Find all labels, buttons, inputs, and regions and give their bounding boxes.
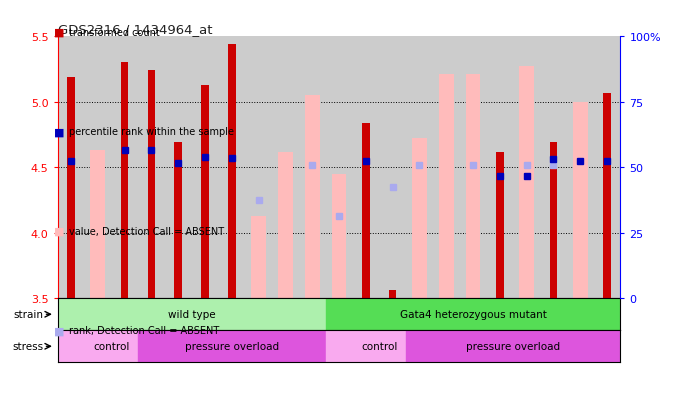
Text: GDS2316 / 1434964_at: GDS2316 / 1434964_at xyxy=(58,23,212,36)
Bar xyxy=(540,37,567,299)
Bar xyxy=(325,299,620,330)
Bar xyxy=(325,330,433,363)
Text: wild type: wild type xyxy=(167,309,216,320)
Bar xyxy=(433,37,460,299)
Bar xyxy=(305,96,319,299)
Bar xyxy=(325,37,353,299)
Bar xyxy=(272,37,299,299)
Bar xyxy=(593,37,620,299)
Bar xyxy=(201,85,209,299)
Text: value, Detection Call = ABSENT: value, Detection Call = ABSENT xyxy=(69,226,224,236)
Bar xyxy=(567,37,593,299)
Bar xyxy=(550,143,557,299)
Text: percentile rank within the sample: percentile rank within the sample xyxy=(69,127,234,137)
Bar xyxy=(58,37,85,299)
Bar xyxy=(379,37,406,299)
Bar xyxy=(513,37,540,299)
Bar xyxy=(299,37,325,299)
Text: ■: ■ xyxy=(54,28,64,38)
Text: pressure overload: pressure overload xyxy=(466,342,560,351)
Bar xyxy=(353,37,379,299)
Text: pressure overload: pressure overload xyxy=(184,342,279,351)
Text: ■: ■ xyxy=(54,226,64,236)
Text: rank, Detection Call = ABSENT: rank, Detection Call = ABSENT xyxy=(69,325,220,335)
Bar xyxy=(412,139,426,299)
Bar xyxy=(165,37,192,299)
Bar xyxy=(138,37,165,299)
Bar xyxy=(111,37,138,299)
Text: ■: ■ xyxy=(54,325,64,335)
Bar xyxy=(362,123,370,299)
Bar xyxy=(439,75,454,299)
Bar xyxy=(148,71,155,299)
Bar xyxy=(245,37,272,299)
Bar xyxy=(603,93,611,299)
Text: Gata4 heterozygous mutant: Gata4 heterozygous mutant xyxy=(399,309,546,320)
Bar xyxy=(67,78,75,299)
Bar xyxy=(389,291,397,299)
Bar xyxy=(486,37,513,299)
Bar xyxy=(58,299,325,330)
Text: stress: stress xyxy=(12,342,43,351)
Bar xyxy=(496,152,504,299)
Bar xyxy=(58,330,165,363)
Bar xyxy=(174,143,182,299)
Text: control: control xyxy=(93,342,129,351)
Bar xyxy=(138,330,325,363)
Bar xyxy=(90,151,105,299)
Bar xyxy=(228,45,235,299)
Bar xyxy=(573,102,588,299)
Bar xyxy=(466,75,480,299)
Bar xyxy=(278,152,293,299)
Bar xyxy=(85,37,111,299)
Bar xyxy=(406,330,620,363)
Bar xyxy=(192,37,218,299)
Bar xyxy=(252,216,266,299)
Text: strain: strain xyxy=(14,309,43,320)
Bar xyxy=(332,174,346,299)
Bar xyxy=(460,37,486,299)
Bar xyxy=(218,37,245,299)
Bar xyxy=(121,63,128,299)
Bar xyxy=(519,67,534,299)
Text: control: control xyxy=(361,342,397,351)
Text: ■: ■ xyxy=(54,127,64,137)
Text: transformed count: transformed count xyxy=(69,28,160,38)
Bar xyxy=(406,37,433,299)
